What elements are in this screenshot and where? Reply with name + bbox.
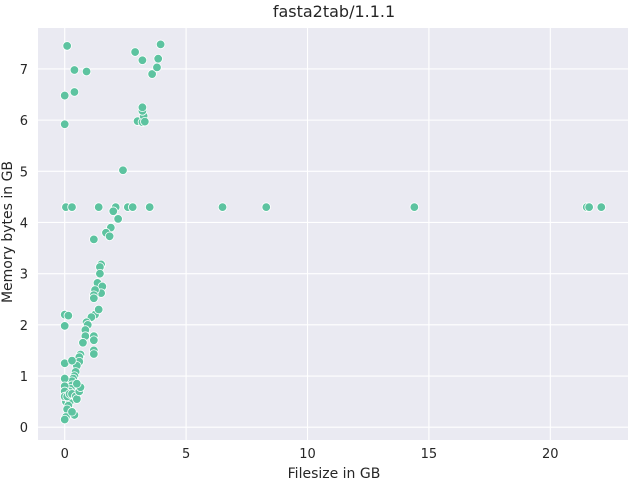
data-points	[60, 39, 606, 425]
data-point	[67, 407, 77, 417]
x-axis-label: Filesize in GB	[288, 466, 381, 480]
y-tick-label: 1	[20, 370, 28, 385]
data-point	[89, 234, 99, 245]
x-tick-label: 5	[182, 447, 190, 462]
plot-background	[38, 28, 628, 440]
data-point	[67, 202, 77, 212]
data-point	[113, 214, 123, 224]
data-point	[81, 66, 92, 77]
data-point	[127, 202, 138, 212]
data-point	[69, 87, 80, 97]
data-point	[63, 310, 74, 321]
data-point	[69, 65, 80, 75]
data-point	[261, 202, 271, 212]
x-tick-labels: 0 5 10 15 20	[61, 447, 559, 462]
data-point	[60, 414, 70, 425]
y-tick-label: 0	[20, 421, 28, 436]
x-tick-label: 20	[542, 447, 559, 462]
data-point	[155, 39, 166, 50]
data-point	[152, 62, 162, 73]
data-point	[130, 47, 140, 57]
data-point	[72, 394, 82, 404]
y-tick-label: 6	[20, 114, 28, 129]
data-point	[78, 338, 88, 348]
data-point	[72, 379, 82, 389]
data-point	[140, 116, 150, 127]
vertical-grid-lines	[64, 28, 551, 440]
data-point	[95, 268, 105, 279]
data-point	[104, 231, 115, 242]
x-tick-label: 0	[61, 447, 69, 462]
y-tick-label: 3	[20, 268, 28, 283]
data-point	[89, 293, 99, 303]
data-point	[217, 202, 228, 212]
data-point	[153, 54, 163, 64]
chart-title: fasta2tab/1.1.1	[273, 2, 395, 21]
data-point	[147, 69, 157, 79]
y-tick-label: 4	[20, 216, 28, 231]
x-tick-label: 10	[299, 447, 316, 462]
y-tick-labels: 0 1 2 3 4 5 6 7	[20, 63, 28, 436]
data-point	[89, 349, 99, 359]
y-tick-label: 2	[20, 319, 28, 334]
data-point	[67, 355, 77, 366]
data-point	[596, 202, 606, 212]
data-point	[144, 202, 155, 212]
data-point	[60, 321, 70, 331]
data-point	[93, 202, 104, 212]
y-tick-label: 7	[20, 63, 28, 78]
data-point	[137, 55, 148, 65]
y-axis-label: Memory bytes in GB	[0, 161, 16, 303]
data-point	[409, 202, 420, 212]
data-point	[89, 335, 99, 345]
data-point	[584, 202, 594, 212]
y-tick-label: 5	[20, 165, 28, 180]
data-point	[118, 165, 128, 175]
data-point	[93, 304, 104, 315]
data-point	[60, 90, 70, 101]
data-point	[62, 41, 72, 51]
x-tick-label: 15	[421, 447, 438, 462]
data-point	[137, 102, 148, 113]
data-point	[108, 206, 118, 216]
data-point	[60, 119, 70, 129]
